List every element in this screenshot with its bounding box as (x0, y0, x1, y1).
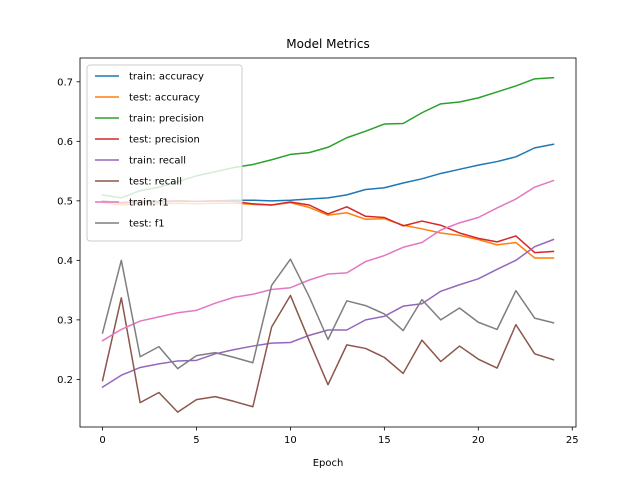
plot-frame (79, 57, 577, 428)
x-tick-label: 25 (566, 435, 579, 446)
y-tick-label: 0.4 (57, 256, 73, 267)
legend-label-6: train: f1 (129, 198, 169, 209)
series-line-5 (101, 294, 555, 413)
legend-box (86, 64, 243, 242)
y-tick-label: 0.6 (57, 137, 73, 148)
x-tick-label: 20 (472, 435, 485, 446)
x-tick-label: 5 (193, 435, 199, 446)
legend-label-4: train: recall (129, 156, 186, 167)
series-line-6 (101, 179, 555, 342)
series-line-7 (101, 258, 555, 370)
x-axis-label: Epoch (313, 458, 344, 469)
y-tick-label: 0.5 (57, 196, 73, 207)
series-line-4 (101, 238, 555, 389)
legend-label-1: test: accuracy (129, 93, 200, 104)
x-tick-label: 15 (378, 435, 391, 446)
y-tick-label: 0.7 (57, 77, 73, 88)
y-tick-label: 0.3 (57, 315, 73, 326)
legend-label-3: test: precision (129, 135, 200, 146)
legend-label-5: test: recall (129, 177, 182, 188)
legend-label-2: train: precision (129, 114, 204, 125)
legend-label-7: test: f1 (129, 219, 165, 230)
legend-label-0: train: accuracy (129, 72, 204, 83)
y-tick-label: 0.2 (57, 375, 73, 386)
chart-title: Model Metrics (286, 37, 369, 51)
x-tick-label: 0 (99, 435, 105, 446)
x-tick-label: 10 (284, 435, 297, 446)
